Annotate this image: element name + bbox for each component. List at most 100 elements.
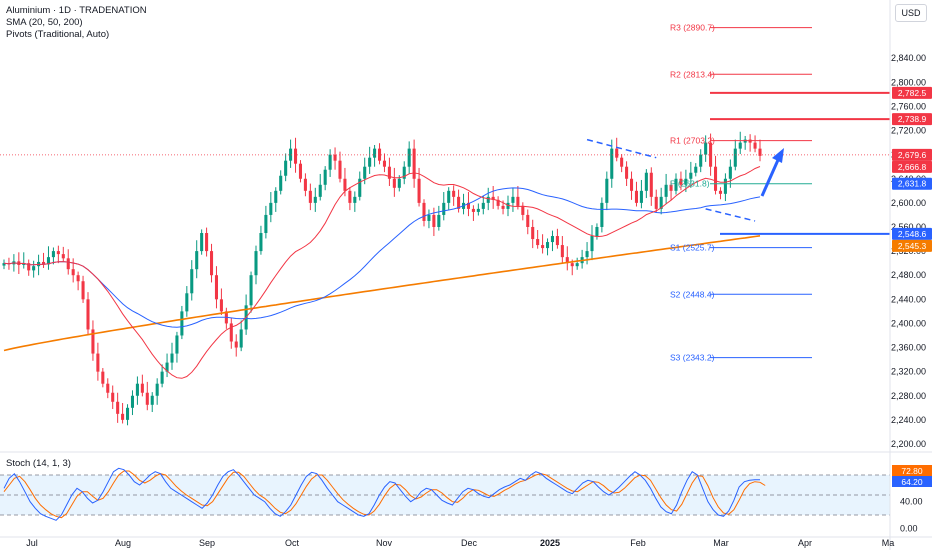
candle-body — [333, 154, 337, 161]
arrow-head — [772, 148, 784, 163]
candle-body — [422, 202, 426, 221]
candle-body — [116, 401, 120, 414]
candle-body — [323, 169, 327, 185]
candle-body — [610, 148, 614, 179]
price-pane[interactable]: R3 (2890.7) R2 (2813.4) R1 (2703.2) P (2631… — [0, 23, 890, 426]
candle-body — [713, 166, 718, 191]
candle-body — [545, 242, 550, 249]
candle-body — [91, 329, 95, 354]
candle-body — [348, 190, 352, 203]
candle-body — [318, 184, 322, 197]
candle-body — [51, 251, 55, 258]
y-tick-label: 2,440.00 — [891, 294, 926, 304]
candle-body — [649, 172, 653, 197]
channel-lower-dashed — [705, 208, 756, 222]
chart-legend: Aluminium · 1D · TRADENATION SMA (20, 50… — [6, 5, 147, 41]
stoch-d-line — [3, 470, 766, 519]
bullish-arrow — [760, 159, 780, 197]
candle-body — [249, 275, 253, 306]
candle-body — [457, 196, 461, 209]
candle-body — [185, 293, 189, 312]
stoch-y-tick: 0.00 — [900, 523, 918, 533]
candle-body — [407, 148, 411, 167]
price-label-text: 2,545.3 — [898, 241, 927, 251]
candle-body — [659, 196, 663, 209]
candle-body — [620, 157, 624, 167]
x-tick-label: Nov — [376, 538, 393, 548]
x-tick-label: Aug — [115, 538, 131, 548]
candle-body — [165, 362, 169, 372]
candle-body — [496, 199, 500, 206]
candle-body — [293, 148, 298, 164]
legend-pivots[interactable]: Pivots (Traditional, Auto) — [6, 29, 110, 40]
candle-body — [560, 245, 564, 258]
x-tick-label: Ma — [882, 538, 895, 548]
stoch-pane[interactable] — [0, 467, 890, 521]
candle-body — [728, 166, 732, 179]
y-tick-label: 2,320.00 — [891, 367, 926, 377]
price-label-box — [892, 148, 932, 161]
price-label-box — [892, 227, 932, 240]
candle-body — [259, 233, 263, 252]
candle-body — [531, 226, 535, 240]
candle-body — [76, 275, 80, 282]
candle-body — [738, 142, 742, 149]
candle-body — [634, 190, 639, 203]
channel-upper-dashed — [586, 138, 657, 159]
candle-body — [239, 329, 243, 348]
sma50-line — [3, 187, 761, 328]
y-tick-label: 2,360.00 — [891, 343, 926, 353]
candle-body — [106, 383, 110, 393]
candle-body — [313, 196, 317, 203]
x-tick-label: Oct — [285, 538, 300, 548]
candle-body — [595, 226, 599, 237]
candle-body — [664, 184, 668, 197]
pivot-label-r2: R2 (2813.4) — [670, 69, 715, 79]
stoch-legend[interactable]: Stoch (14, 1, 3) — [6, 458, 71, 469]
candle-body — [140, 383, 144, 393]
candle-body — [699, 154, 703, 167]
candle-body — [516, 196, 520, 206]
candle-body — [412, 148, 416, 179]
y-tick-label: 2,560.00 — [891, 222, 926, 232]
candle-body — [521, 205, 525, 215]
candle-body — [101, 371, 105, 384]
candle-body — [175, 335, 179, 354]
candle-body — [447, 190, 451, 203]
price-label-text: 2,782.5 — [898, 88, 927, 98]
pivot-label-s2: S2 (2448.4) — [670, 289, 715, 299]
candle-body — [704, 142, 708, 155]
candle-body — [590, 236, 594, 252]
price-label-text: 2,548.6 — [898, 229, 927, 239]
candle-body — [709, 142, 713, 167]
candle-body — [402, 166, 406, 179]
legend-sma[interactable]: SMA (20, 50, 200) — [6, 17, 83, 28]
pivot-label-r3: R3 (2890.7) — [670, 23, 715, 33]
currency-button[interactable]: USD — [895, 4, 927, 22]
candle-body — [526, 214, 530, 227]
candle-body — [555, 236, 559, 246]
candle-body — [121, 413, 125, 420]
candle-body — [274, 190, 278, 203]
candle-body — [723, 178, 727, 194]
x-tick-label: Apr — [798, 538, 812, 548]
candle-body — [81, 281, 85, 300]
sma20-line — [3, 166, 761, 379]
candle-body — [541, 245, 545, 249]
candle-body — [471, 208, 475, 212]
candle-body — [674, 178, 678, 191]
candle-body — [2, 263, 6, 266]
candle-body — [279, 175, 283, 191]
candle-body — [387, 166, 391, 179]
candle-body — [382, 160, 387, 167]
candle-body — [111, 392, 115, 402]
candle-body — [205, 233, 209, 252]
candle-body — [170, 353, 174, 363]
candle-body — [303, 178, 307, 191]
pivot-label-p: P (2631.8) — [670, 179, 710, 189]
candle-body — [575, 263, 579, 267]
candle-body — [308, 190, 312, 203]
y-tick-label: 2,240.00 — [891, 415, 926, 425]
candle-body — [565, 257, 569, 264]
